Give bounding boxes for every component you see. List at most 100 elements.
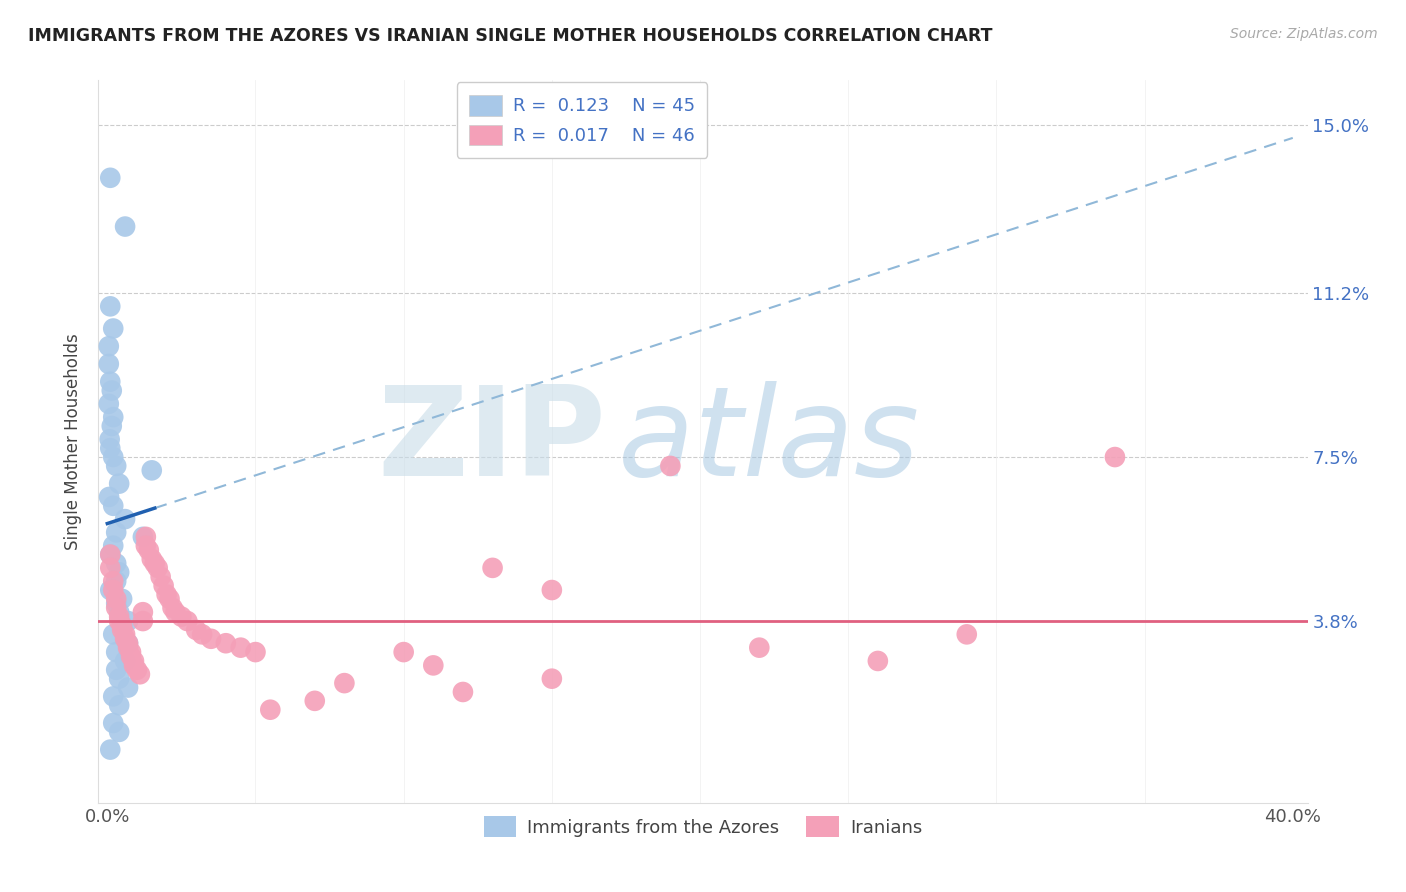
Point: [108, 698, 131, 713]
Point: [748, 640, 770, 655]
Point: [108, 724, 131, 739]
Point: [141, 552, 163, 566]
Point: [114, 654, 136, 668]
Point: [108, 476, 131, 491]
Point: [98, 170, 121, 185]
Point: [159, 591, 181, 606]
Point: [105, 458, 128, 473]
Point: [103, 716, 125, 731]
Point: [132, 605, 155, 619]
Point: [304, 694, 326, 708]
Point: [155, 587, 177, 601]
Point: [333, 676, 356, 690]
Point: [143, 557, 166, 571]
Point: [1104, 450, 1126, 464]
Point: [152, 579, 174, 593]
Point: [956, 627, 979, 641]
Point: [103, 690, 125, 704]
Point: [98, 375, 121, 389]
Point: [98, 441, 121, 455]
Point: [215, 636, 238, 650]
Point: [111, 618, 134, 632]
Point: [146, 561, 169, 575]
Point: [98, 299, 121, 313]
Point: [120, 645, 142, 659]
Text: IMMIGRANTS FROM THE AZORES VS IRANIAN SINGLE MOTHER HOUSEHOLDS CORRELATION CHART: IMMIGRANTS FROM THE AZORES VS IRANIAN SI…: [28, 27, 993, 45]
Point: [114, 627, 136, 641]
Point: [105, 596, 128, 610]
Point: [481, 561, 503, 575]
Point: [200, 632, 222, 646]
Point: [132, 614, 155, 628]
Point: [129, 667, 152, 681]
Point: [117, 614, 139, 628]
Point: [451, 685, 474, 699]
Point: [103, 499, 125, 513]
Point: [122, 658, 145, 673]
Point: [108, 614, 131, 628]
Point: [117, 640, 139, 655]
Point: [117, 636, 139, 650]
Point: [105, 663, 128, 677]
Point: [105, 557, 128, 571]
Point: [245, 645, 267, 659]
Point: [97, 357, 120, 371]
Point: [540, 672, 562, 686]
Point: [100, 384, 122, 398]
Point: [540, 582, 562, 597]
Point: [122, 654, 145, 668]
Point: [132, 530, 155, 544]
Point: [98, 548, 121, 562]
Y-axis label: Single Mother Households: Single Mother Households: [65, 334, 83, 549]
Point: [108, 672, 131, 686]
Point: [103, 450, 125, 464]
Point: [135, 530, 157, 544]
Point: [100, 419, 122, 434]
Point: [111, 623, 134, 637]
Text: atlas: atlas: [619, 381, 921, 502]
Point: [191, 627, 214, 641]
Point: [105, 600, 128, 615]
Text: ZIP: ZIP: [378, 381, 606, 502]
Point: [176, 614, 198, 628]
Point: [117, 636, 139, 650]
Point: [98, 548, 121, 562]
Point: [105, 591, 128, 606]
Point: [98, 490, 121, 504]
Point: [108, 605, 131, 619]
Point: [138, 543, 160, 558]
Point: [108, 566, 131, 580]
Point: [186, 623, 208, 637]
Point: [114, 632, 136, 646]
Point: [111, 618, 134, 632]
Point: [114, 219, 136, 234]
Point: [103, 627, 125, 641]
Point: [98, 561, 121, 575]
Point: [162, 600, 184, 615]
Point: [229, 640, 252, 655]
Point: [170, 609, 193, 624]
Point: [103, 582, 125, 597]
Point: [97, 339, 120, 353]
Point: [117, 681, 139, 695]
Legend: Immigrants from the Azores, Iranians: Immigrants from the Azores, Iranians: [477, 809, 929, 845]
Point: [125, 663, 148, 677]
Point: [422, 658, 444, 673]
Point: [98, 582, 121, 597]
Point: [103, 539, 125, 553]
Point: [149, 570, 172, 584]
Point: [103, 321, 125, 335]
Point: [866, 654, 889, 668]
Point: [659, 458, 682, 473]
Point: [97, 397, 120, 411]
Point: [392, 645, 415, 659]
Point: [141, 463, 163, 477]
Point: [103, 410, 125, 425]
Text: Source: ZipAtlas.com: Source: ZipAtlas.com: [1230, 27, 1378, 41]
Point: [105, 525, 128, 540]
Point: [105, 645, 128, 659]
Point: [103, 574, 125, 589]
Point: [108, 609, 131, 624]
Point: [105, 574, 128, 589]
Point: [135, 539, 157, 553]
